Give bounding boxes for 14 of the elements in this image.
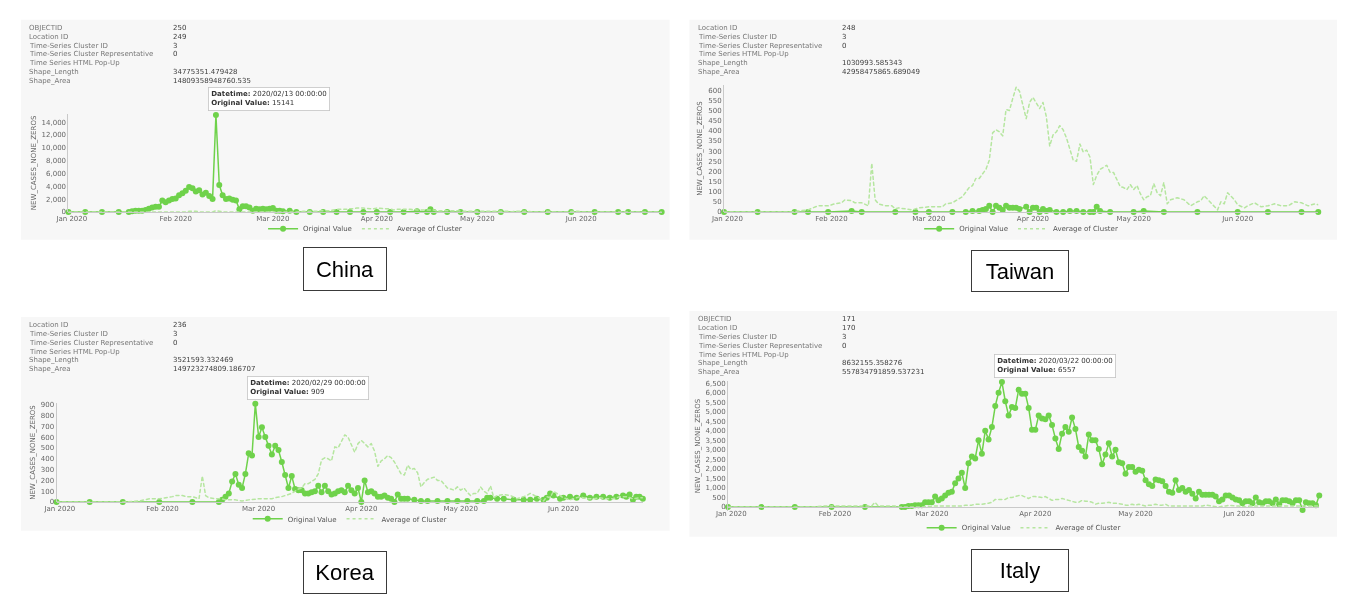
point [1033, 204, 1040, 211]
text: China [315, 256, 375, 282]
point [1107, 208, 1114, 215]
text: Korea [315, 560, 375, 585]
text: Taiwan [985, 258, 1055, 284]
point [1093, 203, 1100, 210]
point [1315, 208, 1322, 215]
point [986, 202, 993, 209]
point [1264, 208, 1271, 215]
point [1097, 207, 1104, 214]
point [1023, 203, 1030, 210]
point [1060, 208, 1067, 215]
text: Italy [999, 558, 1041, 583]
point [825, 208, 832, 215]
